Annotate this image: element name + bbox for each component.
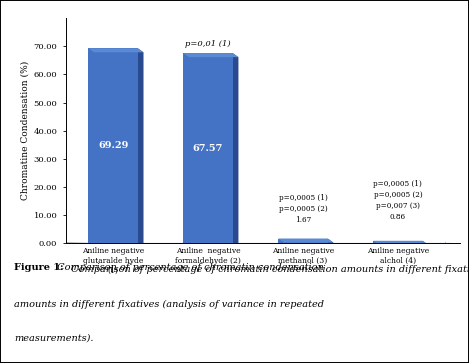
Polygon shape <box>278 238 328 243</box>
Polygon shape <box>423 241 428 247</box>
Polygon shape <box>373 241 423 243</box>
Text: Comparison of percentage of chromatin condensation: Comparison of percentage of chromatin co… <box>54 263 324 272</box>
Polygon shape <box>233 53 238 247</box>
Polygon shape <box>138 48 144 247</box>
Text: Comparison of percentage of chromatin condensation amounts in different fixative: Comparison of percentage of chromatin co… <box>68 265 469 274</box>
Text: p=0,0005 (1)
p=0,0005 (2)
p=0,007 (3)
0.86: p=0,0005 (1) p=0,0005 (2) p=0,007 (3) 0.… <box>373 180 423 221</box>
Polygon shape <box>373 241 428 245</box>
Polygon shape <box>278 238 333 242</box>
Text: amounts in different fixatives (analysis of variance in repeated: amounts in different fixatives (analysis… <box>14 299 324 309</box>
Polygon shape <box>328 238 333 247</box>
Text: p=0,0005 (1)
p=0,0005 (2)
1.67: p=0,0005 (1) p=0,0005 (2) 1.67 <box>279 194 327 224</box>
Polygon shape <box>89 48 138 243</box>
Text: 67.57: 67.57 <box>193 144 223 153</box>
Polygon shape <box>183 53 233 243</box>
Text: 69.29: 69.29 <box>98 141 129 150</box>
Polygon shape <box>183 53 238 57</box>
Text: Figure 1:: Figure 1: <box>14 263 64 272</box>
Text: p=0,01 (1): p=0,01 (1) <box>185 40 231 48</box>
Polygon shape <box>66 243 451 247</box>
Text: measurements).: measurements). <box>14 334 94 343</box>
Y-axis label: Chromatine Condensation (%): Chromatine Condensation (%) <box>20 61 29 200</box>
Polygon shape <box>89 48 144 52</box>
